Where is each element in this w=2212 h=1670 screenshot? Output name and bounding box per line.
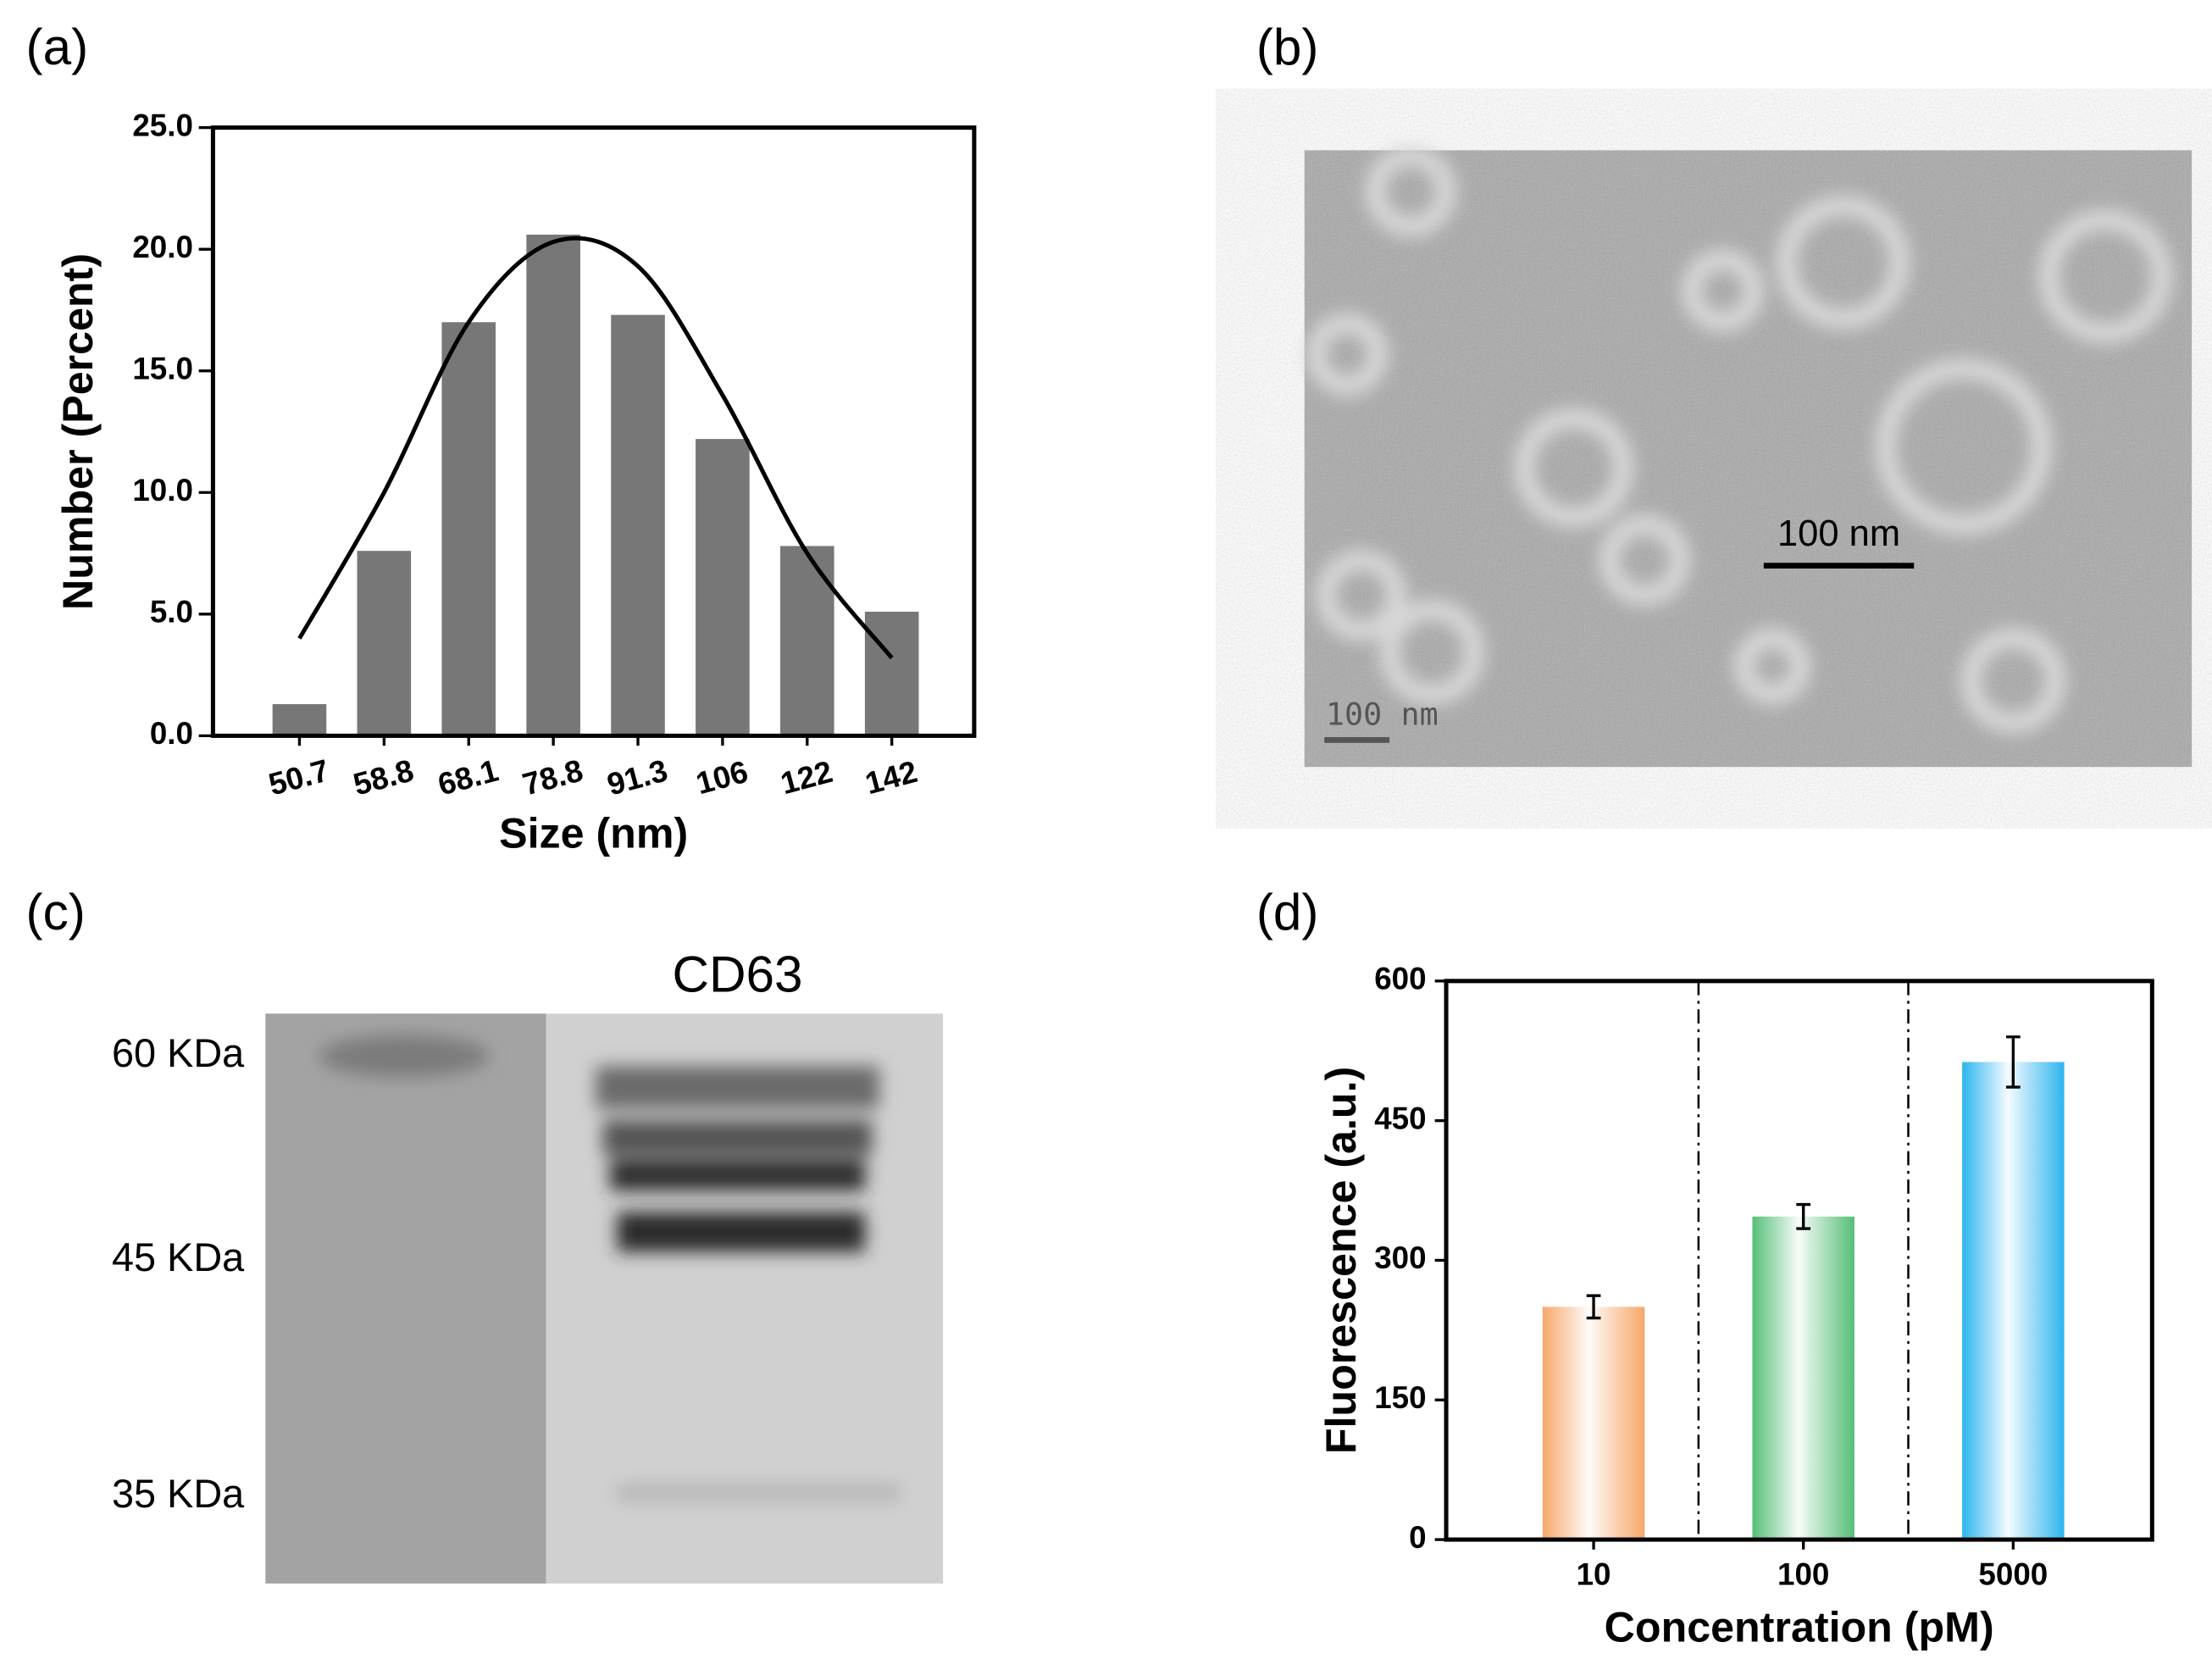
x-tick-label: 68.1 [435, 752, 502, 802]
y-tick-label: 20.0 [132, 230, 193, 264]
y-tick-label: 10.0 [132, 473, 193, 508]
tem-image [1304, 146, 2193, 768]
panel-label: (b) [1256, 18, 1319, 75]
marker-label: 45 KDa [112, 1235, 245, 1279]
x-tick-label: 100 [1777, 1556, 1829, 1591]
x-tick-label: 122 [777, 754, 836, 801]
bar [272, 704, 327, 736]
panel-label: (a) [26, 18, 89, 75]
x-tick-label: 10 [1577, 1556, 1611, 1591]
x-tick-label: 50.7 [265, 752, 333, 802]
y-tick-label: 15.0 [132, 351, 193, 386]
y-tick-label: 25.0 [132, 108, 193, 142]
bar [1542, 1307, 1645, 1540]
bar [611, 314, 665, 736]
y-tick-label: 600 [1374, 962, 1426, 996]
x-tick-label: 58.8 [350, 752, 418, 802]
y-tick-label: 5.0 [150, 595, 193, 630]
bar [780, 546, 834, 736]
panel-label: (c) [26, 883, 86, 940]
bar [864, 611, 919, 736]
x-tick-label: 142 [862, 754, 921, 801]
plot-frame [1444, 979, 2154, 1542]
x-tick-label: 78.8 [519, 752, 587, 802]
y-tick-label: 450 [1374, 1101, 1426, 1135]
x-axis-title: Size (nm) [499, 809, 688, 857]
bar [357, 551, 412, 736]
x-tick-label: 91.3 [603, 752, 671, 802]
y-tick-label: 300 [1374, 1240, 1426, 1275]
bar [526, 234, 580, 736]
bar [696, 439, 750, 736]
fit-curve [297, 236, 894, 660]
error-bar [1586, 1294, 1601, 1320]
watermark: 100 nm [1326, 696, 1439, 732]
x-tick-label: 5000 [1978, 1556, 2048, 1591]
scale-bar-label: 100 nm [1777, 513, 1900, 554]
marker-label: 60 KDa [112, 1031, 245, 1075]
y-axis-title: Number (Percent) [54, 253, 102, 610]
bar [1962, 1062, 2065, 1540]
x-axis-title: Concentration (pM) [1605, 1603, 1994, 1651]
bar [1752, 1216, 1854, 1540]
y-tick-label: 0 [1409, 1520, 1426, 1555]
marker-label: 35 KDa [112, 1472, 245, 1516]
plot-frame [210, 125, 977, 738]
y-axis-title: Fluorescence (a.u.) [1317, 1067, 1365, 1454]
y-tick-label: 150 [1374, 1380, 1426, 1415]
error-bar [2005, 1035, 2021, 1089]
y-tick-label: 0.0 [150, 716, 193, 751]
x-tick-label: 106 [692, 754, 751, 801]
bar [441, 322, 496, 736]
western-blot [265, 1013, 944, 1584]
error-bar [1796, 1202, 1811, 1230]
panel-label: (d) [1256, 883, 1319, 940]
blot-title: CD63 [672, 945, 802, 1002]
